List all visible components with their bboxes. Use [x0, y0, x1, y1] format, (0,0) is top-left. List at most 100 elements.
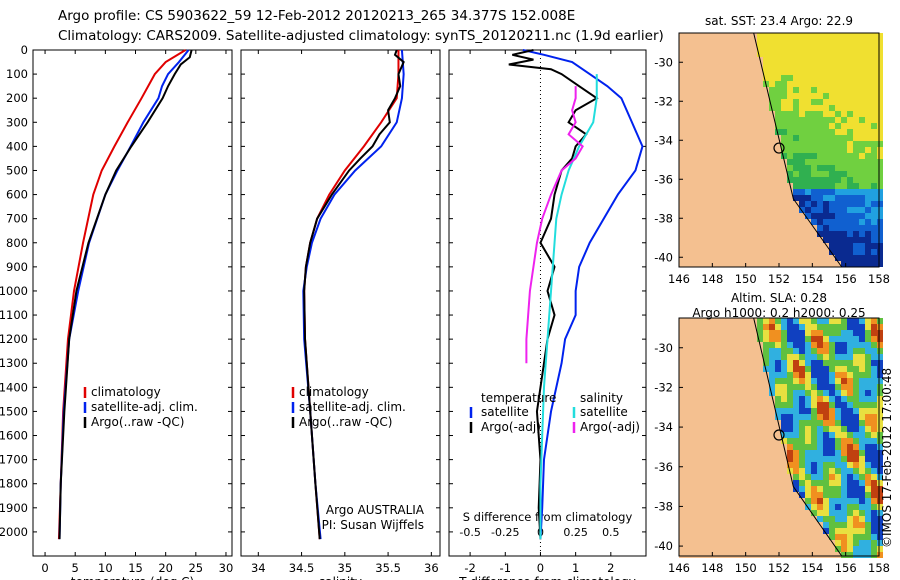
y-tick-label: 1500: [0, 404, 28, 418]
map-sst: [679, 32, 883, 268]
x-tick-label: 35: [338, 561, 353, 575]
y-tick-label: 700: [6, 212, 28, 226]
title-line-1: Argo profile: CS 5903622_59 12-Feb-2012 …: [58, 8, 576, 24]
legend-label: Argo(..raw -QC): [299, 415, 392, 429]
plot-frame-difference: [448, 49, 647, 557]
argo-location-marker: [773, 142, 785, 154]
x-tick-label: 36: [424, 561, 439, 575]
legend-label: satellite-adj. clim.: [91, 400, 198, 414]
legend-sal-argo: Argo(-adj): [580, 420, 640, 434]
series-line-difference-0: [522, 49, 644, 540]
y-tick-label: 200: [6, 91, 28, 105]
y-tick-label: 1200: [0, 332, 28, 346]
lat-tick-label: -36: [654, 172, 673, 186]
lat-tick-label: -30: [654, 55, 673, 69]
coastline: [753, 32, 843, 268]
coastline: [753, 317, 843, 557]
x-tick-label: 25: [188, 561, 203, 575]
y-tick-label: 800: [6, 236, 28, 250]
y-tick-label: 2000: [0, 525, 28, 539]
copyright-label: ©IMOS 17-Feb-2012 17:00:48: [880, 367, 894, 548]
lon-tick-label: 148: [701, 272, 723, 286]
map-sla: [679, 317, 883, 558]
x-tick-label: 0: [41, 561, 48, 575]
y-tick-label: 1900: [0, 501, 28, 515]
series-line-salinity-2: [303, 49, 405, 540]
y-tick-label: 1100: [0, 308, 28, 322]
x-tick-label: 20: [158, 561, 173, 575]
lon-tick-label: 154: [801, 561, 823, 575]
lon-tick-label: 150: [735, 561, 757, 575]
map-title-sst: sat. SST: 23.4 Argo: 22.9: [705, 14, 853, 28]
series-line-temperature-2: [58, 49, 193, 540]
s-tick-label: 0.25: [563, 526, 588, 539]
legend-label: satellite-adj. clim.: [299, 400, 406, 414]
x-tick-label: -2: [464, 561, 475, 575]
lat-tick-label: -38: [654, 499, 673, 513]
lat-tick-label: -40: [654, 539, 673, 553]
plot-frame-temperature: [32, 49, 233, 557]
legend-label: climatology: [299, 385, 369, 399]
x-tick-label: 10: [98, 561, 113, 575]
y-tick-label: 1000: [0, 284, 28, 298]
argo-location-marker: [773, 429, 785, 441]
lon-tick-label: 158: [868, 272, 890, 286]
s-axis-label: S difference from climatology: [463, 510, 633, 524]
legend-label: climatology: [91, 385, 161, 399]
lon-tick-label: 152: [768, 561, 790, 575]
lon-tick-label: 156: [835, 561, 857, 575]
lon-tick-label: 146: [668, 272, 690, 286]
y-tick-label: 1800: [0, 477, 28, 491]
x-tick-label: 30: [219, 561, 234, 575]
lon-tick-label: 154: [801, 272, 823, 286]
title-line-2: Climatology: CARS2009. Satellite-adjuste…: [58, 28, 664, 44]
series-line-difference-3: [525, 86, 584, 364]
x-axis-label: T difference from climatology: [458, 575, 636, 580]
lon-tick-label: 148: [701, 561, 723, 575]
lat-tick-label: -38: [654, 211, 673, 225]
x-tick-label: 0: [537, 561, 544, 575]
lat-tick-label: -34: [654, 420, 673, 434]
y-tick-label: 400: [6, 139, 28, 153]
y-tick-label: 0: [21, 43, 28, 57]
legend-label: Argo(..raw -QC): [91, 415, 184, 429]
lon-tick-label: 150: [735, 272, 757, 286]
x-tick-label: 35.5: [375, 561, 401, 575]
lat-tick-label: -32: [654, 94, 673, 108]
lat-tick-label: -32: [654, 380, 673, 394]
series-line-difference-2: [539, 74, 598, 540]
plot-frame-salinity: [240, 49, 441, 557]
legend-temp-argo: Argo(-adj): [481, 420, 541, 434]
lat-tick-label: -40: [654, 250, 673, 264]
x-tick-label: 1: [572, 561, 579, 575]
y-tick-label: 1700: [0, 453, 28, 467]
lat-tick-label: -30: [654, 341, 673, 355]
x-tick-label: 15: [128, 561, 143, 575]
lat-tick-label: -34: [654, 133, 673, 147]
y-tick-label: 500: [6, 163, 28, 177]
lon-tick-label: 146: [668, 561, 690, 575]
lon-tick-label: 156: [835, 272, 857, 286]
x-tick-label: 2: [607, 561, 614, 575]
y-tick-label: 900: [6, 260, 28, 274]
note-line-1: Argo AUSTRALIA: [326, 503, 425, 517]
x-axis-label: salinity: [319, 575, 362, 580]
map-title-sla: Altim. SLA: 0.28: [731, 291, 827, 305]
legend-temp-title: temperature: [481, 391, 556, 405]
y-tick-label: 1300: [0, 356, 28, 370]
y-tick-label: 300: [6, 115, 28, 129]
y-tick-label: 1400: [0, 380, 28, 394]
y-tick-label: 100: [6, 67, 28, 81]
note-line-2: PI: Susan Wijffels: [322, 518, 424, 532]
y-tick-label: 600: [6, 188, 28, 202]
s-tick-label: -0.5: [459, 526, 480, 539]
map-title-height: Argo h1000: 0.2 h2000: 0.25: [692, 306, 865, 320]
y-tick-label: 1600: [0, 429, 28, 443]
x-tick-label: 5: [72, 561, 79, 575]
x-tick-label: 34: [251, 561, 266, 575]
x-tick-label: 34.5: [289, 561, 315, 575]
lon-tick-label: 152: [768, 272, 790, 286]
legend-sal-title: salinity: [580, 391, 623, 405]
x-axis-label: temperature (deg C): [71, 575, 194, 580]
